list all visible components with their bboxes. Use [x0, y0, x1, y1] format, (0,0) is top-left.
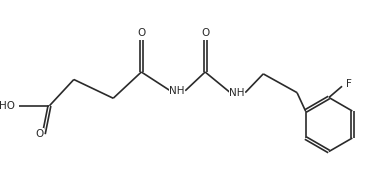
Text: F: F	[346, 79, 352, 89]
Text: NH: NH	[229, 88, 245, 98]
Text: O: O	[137, 28, 146, 38]
Text: NH: NH	[169, 86, 185, 96]
Text: O: O	[201, 28, 209, 38]
Text: O: O	[35, 129, 43, 139]
Text: HO: HO	[0, 101, 15, 111]
